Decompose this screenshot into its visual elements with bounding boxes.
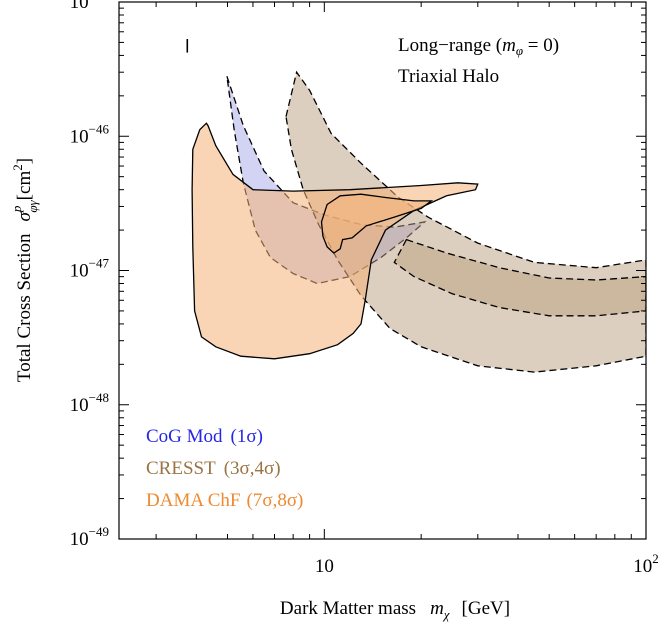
x-axis-label-text: Dark Matter mass [280, 598, 416, 619]
x-axis-label-unit: [GeV] [462, 598, 511, 619]
x-axis-label: Dark Matter mass mχ [GeV] [280, 598, 510, 622]
annotation-model-pre: Long−range ( [398, 35, 502, 56]
y-axis-label-text: Total Cross Section [14, 233, 35, 382]
legend-entry-dama: DAMA ChF (7σ,8σ) [146, 490, 303, 511]
legend-dama-name: DAMA ChF [146, 490, 241, 511]
annotation-model: Long−range (mφ = 0) [398, 35, 559, 58]
legend-cresst-name: CRESST [146, 458, 216, 479]
contour-regions [186, 39, 646, 373]
cresst-region-1 [393, 238, 646, 317]
legend-cog-name: CoG Mod [146, 426, 223, 447]
legend-entry-cog: CoG Mod (1σ) [146, 426, 263, 447]
plot-frame [118, 1, 647, 540]
y-tick-label-2: 10−47 [70, 256, 110, 282]
legend-dama-sigma: (7σ,8σ) [247, 490, 304, 511]
y-tick-label-3: 10−48 [70, 390, 109, 416]
y-axis-label: Total Cross Section σpφγ[cm2] [9, 158, 40, 382]
x-axis-label-sub: χ [442, 607, 450, 622]
tick-labels: 10 102 10−45 10−46 10−47 10−48 10−49 [70, 0, 659, 577]
y-axis-label-unit-post: ] [14, 158, 35, 164]
annotation-model-post: = 0) [523, 35, 559, 56]
y-axis-label-sub: φγ [25, 199, 40, 212]
y-tick-label-4: 10−49 [70, 524, 109, 550]
annotation-model-sub: φ [516, 43, 523, 58]
annotation-model-symbol: m [502, 35, 516, 56]
annotation-halo: Triaxial Halo [398, 66, 499, 87]
legend: CoG Mod (1σ) CRESST (3σ,4σ) DAMA ChF (7σ,8σ… [146, 426, 303, 511]
y-axis-label-unit-sup: 2 [10, 164, 25, 171]
y-axis-label-symbol: σ [14, 212, 35, 222]
x-axis-label-symbol: m [430, 598, 444, 619]
legend-entry-cresst: CRESST (3σ,4σ) [146, 458, 281, 479]
y-tick-label-0: 10−45 [70, 0, 109, 13]
y-axis-label-sup: p [9, 205, 24, 213]
legend-cresst-sigma: (3σ,4σ) [224, 458, 281, 479]
x-tick-label-0: 10 [315, 556, 334, 577]
x-tick-label-1: 102 [633, 551, 659, 577]
y-axis-label-unit-pre: [cm [14, 171, 35, 201]
dama-region-1 [320, 193, 434, 254]
legend-cog-sigma: (1σ) [231, 426, 263, 447]
y-tick-label-1: 10−46 [70, 121, 110, 147]
